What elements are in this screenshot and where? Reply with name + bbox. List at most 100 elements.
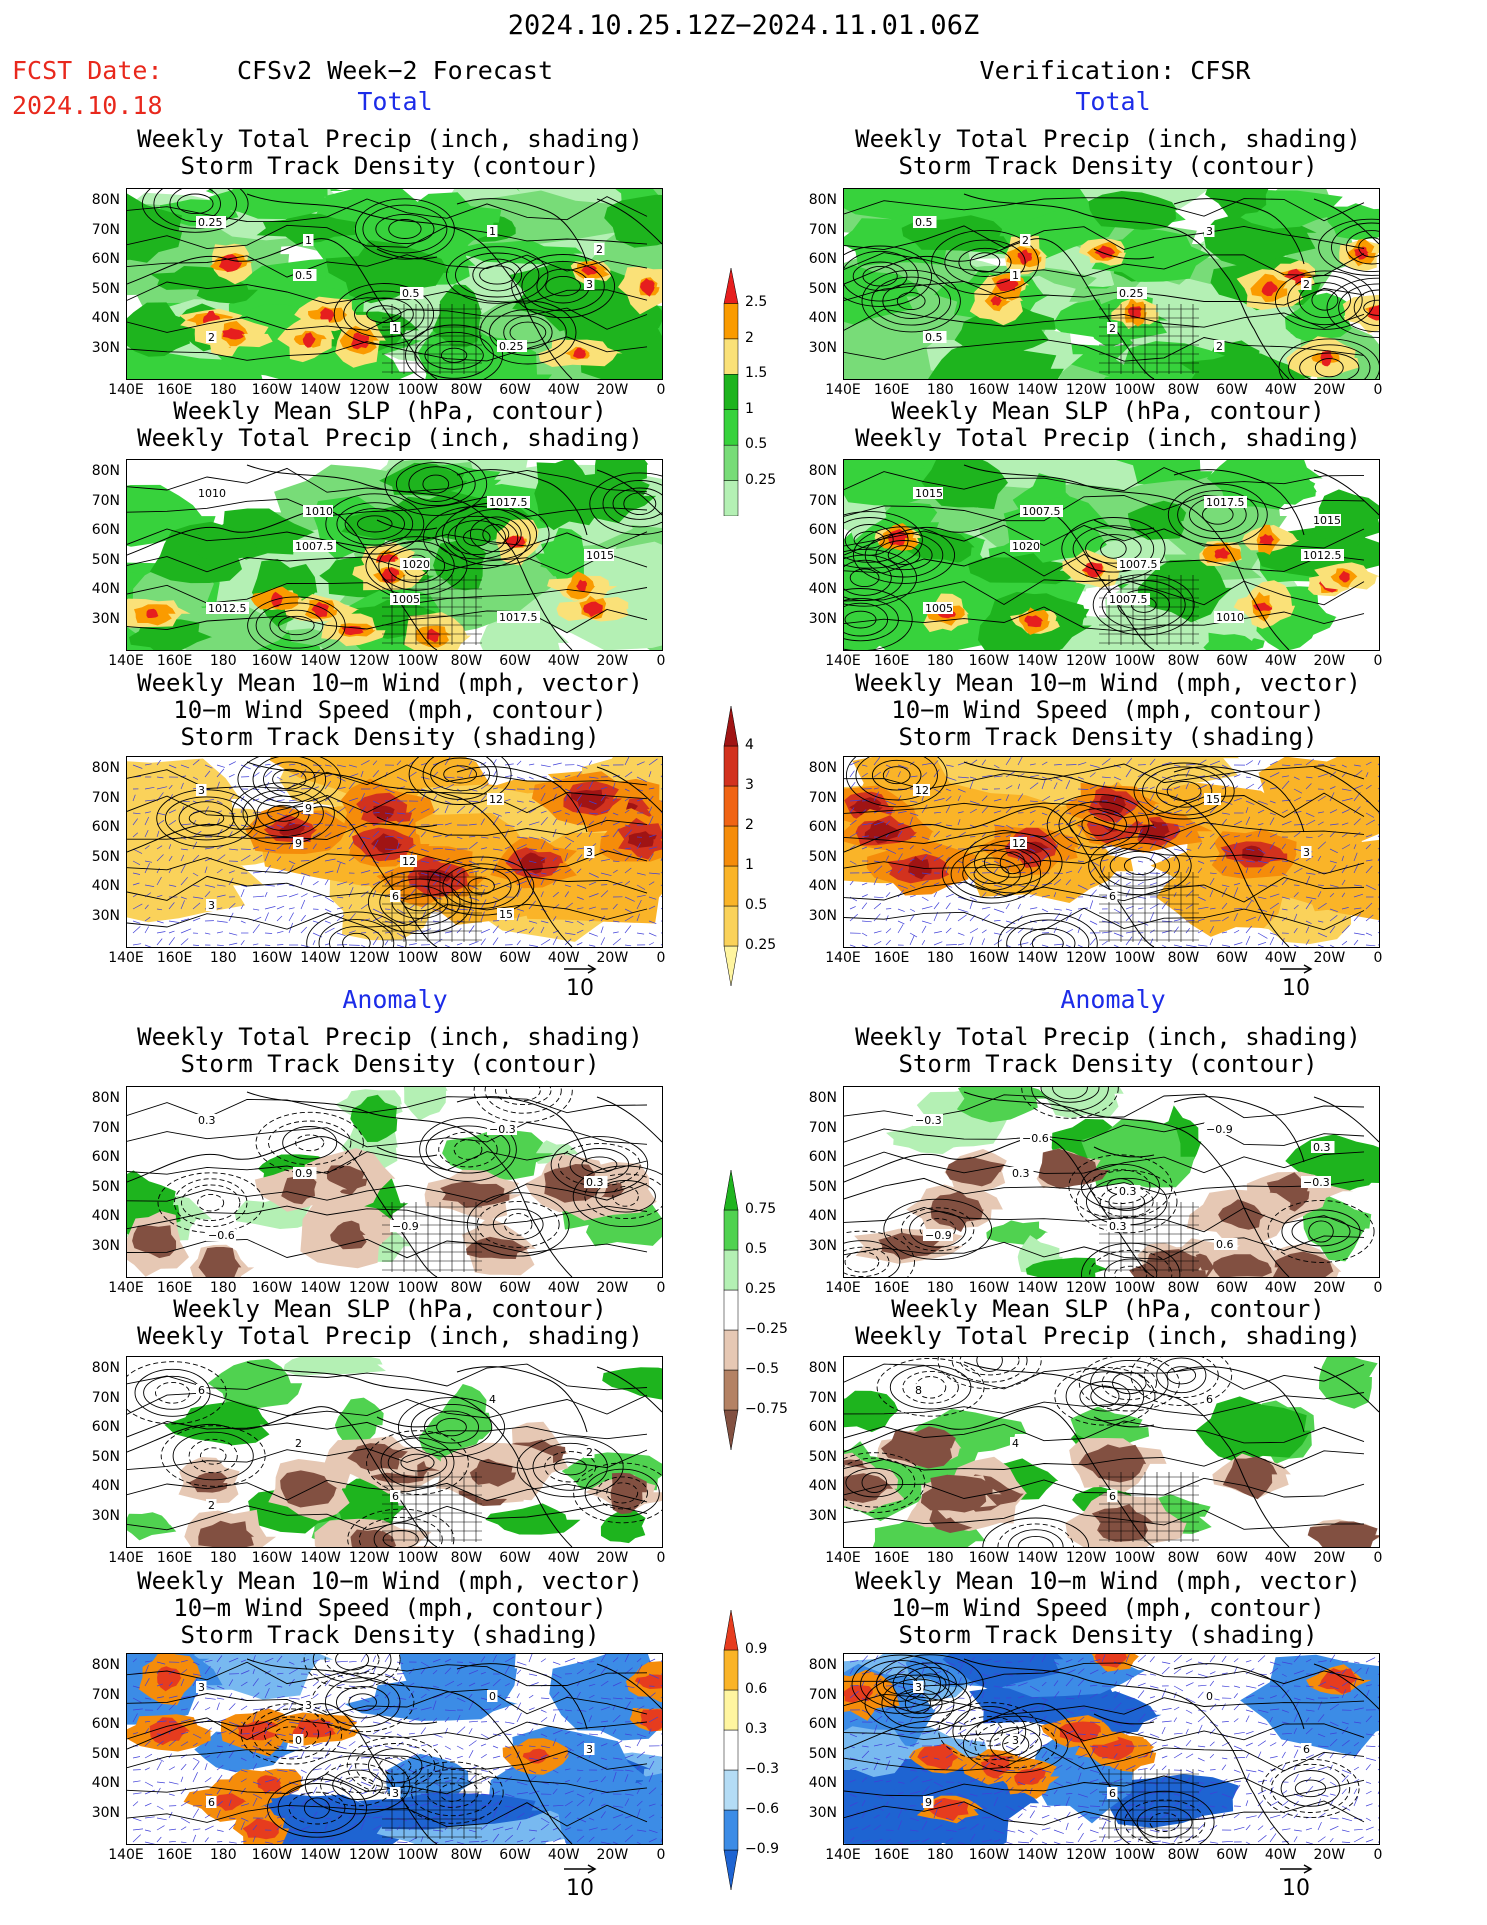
lon-label: 100W: [397, 1280, 439, 1296]
lon-label: 80W: [450, 653, 483, 669]
lon-label: 120W: [348, 1847, 390, 1863]
contour-label: 1017.5: [1206, 496, 1245, 509]
lon-label: 140E: [825, 1550, 861, 1566]
contour-label-bg: [913, 1384, 924, 1396]
contour-label-bg: [303, 1699, 314, 1711]
contour-label: 0.9: [295, 1167, 313, 1180]
map-panel: 3 0 3 0 3 6 3: [126, 1653, 663, 1845]
lon-label: 160E: [873, 1847, 910, 1863]
contour-label: 1020: [402, 558, 430, 571]
lon-label: 60W: [1216, 1280, 1248, 1296]
panel-title-line: Storm Track Density (contour): [898, 152, 1318, 180]
panel-title-line: Weekly Mean 10−m Wind (mph, vector): [855, 1567, 1361, 1595]
lon-label: 40W: [1264, 950, 1297, 966]
lon-label: 160E: [156, 950, 193, 966]
lat-label: 80N: [91, 1360, 120, 1376]
contour-label: 1: [392, 322, 399, 335]
lon-label: 180: [209, 1550, 237, 1566]
lon-label: 60W: [499, 382, 531, 398]
colorbar-segment: [723, 1809, 739, 1851]
colorbar-segment: [723, 905, 739, 947]
lon-label: 160E: [873, 653, 910, 669]
map-plot: 0.3 0.9 −0.9 −0.3 0.3 −0.6: [127, 1087, 662, 1277]
colorbar-label: 3: [745, 777, 754, 793]
lat-label: 80N: [808, 1360, 837, 1376]
lat-label: 80N: [91, 1090, 120, 1106]
contour-label: 0: [295, 1734, 302, 1747]
contour-label-bg: [913, 487, 943, 499]
contour-label: 0.5: [915, 216, 933, 229]
contour-label: 1007.5: [295, 540, 334, 553]
colorbar-label: −0.9: [745, 1841, 779, 1857]
lon-label: 20W: [1313, 653, 1346, 669]
colorbar-label: −0.3: [745, 1761, 779, 1777]
contour-label: 1010: [198, 487, 226, 500]
lon-label: 60W: [499, 653, 531, 669]
contour-label-bg: [1311, 1141, 1335, 1153]
lon-label: 100W: [397, 950, 439, 966]
lon-label: 40W: [1264, 1847, 1297, 1863]
panel-title-line: Storm Track Density (contour): [180, 1050, 600, 1078]
contour-label-bg: [1204, 496, 1247, 508]
contour-label-bg: [584, 1743, 595, 1755]
contour-label-bg: [390, 1220, 420, 1232]
lat-label: 50N: [91, 1178, 120, 1195]
contour-label-bg: [400, 855, 417, 867]
contour-label-bg: [303, 802, 314, 814]
contour-label: 6: [1206, 1393, 1213, 1406]
contour-label: 3: [208, 899, 215, 912]
lon-label: 0: [1373, 653, 1383, 669]
lon-label: 100W: [1114, 950, 1156, 966]
lon-label: 140E: [825, 950, 861, 966]
contour-label: −0.9: [392, 1220, 419, 1233]
lat-label: 30N: [808, 339, 837, 356]
lon-label: 160W: [968, 1550, 1010, 1566]
contour-label: 2: [586, 1446, 593, 1459]
lon-label: 180: [926, 382, 954, 398]
colorbar-segment: [723, 1209, 739, 1251]
contour-label: 0: [489, 1690, 496, 1703]
lon-label: 80W: [450, 382, 483, 398]
contour-label: 8: [915, 1384, 922, 1397]
contour-label-bg: [196, 1114, 220, 1126]
contour-label-bg: [1204, 1123, 1234, 1135]
lat-label: 80N: [808, 760, 837, 776]
contour-label-bg: [1010, 1167, 1034, 1179]
contour-label-bg: [303, 234, 314, 246]
lat-label: 60N: [91, 819, 120, 835]
contour-label-bg: [196, 487, 226, 499]
contour-label-bg: [923, 331, 947, 343]
lat-label: 80N: [91, 463, 120, 479]
colorbar-segment: [723, 865, 739, 907]
lon-label: 180: [926, 950, 954, 966]
contour-label-bg: [390, 1490, 401, 1502]
lat-label: 80N: [91, 192, 120, 208]
lon-label: 20W: [1313, 1847, 1346, 1863]
contour-label-bg: [584, 1446, 595, 1458]
lon-label: 20W: [1313, 382, 1346, 398]
colorbar-segment: [723, 745, 739, 787]
colorbar-label: −0.6: [745, 1801, 779, 1817]
contour-label: 1015: [915, 487, 943, 500]
map-plot: 3 3 6 0 6 9: [844, 1654, 1379, 1844]
map-plot: 1015 1020 1007.5 1017.5 1012.5 1005 1007.5 1007…: [844, 460, 1379, 650]
contour-label-bg: [1301, 1176, 1331, 1188]
lon-label: 100W: [1114, 382, 1156, 398]
lon-label: 20W: [596, 1280, 629, 1296]
panel-title-line: Weekly Total Precip (inch, shading): [855, 125, 1361, 153]
contour-label-bg: [487, 225, 498, 237]
lat-label: 70N: [91, 1119, 120, 1136]
contour-label-bg: [206, 899, 217, 911]
lon-label: 0: [1373, 950, 1383, 966]
map-plot: −0.3 0.3 0.3 −0.9 −0.3 −0.9 −0.6 0.3 0.6 0.3: [844, 1087, 1379, 1277]
lon-label: 80W: [450, 1847, 483, 1863]
contour-label-bg: [1020, 505, 1063, 517]
contour-label: 3: [1012, 1734, 1019, 1747]
contour-label: 6: [1109, 890, 1116, 903]
panel-title-line: Weekly Mean SLP (hPa, contour): [891, 1295, 1325, 1323]
contour-label-bg: [1214, 340, 1225, 352]
contour-label: 3: [198, 1681, 205, 1694]
map-plot: 3 9 6 12 3 3 9 12 15: [127, 757, 662, 947]
panel-title-line: Weekly Total Precip (inch, shading): [137, 125, 643, 153]
lat-label: 40N: [808, 878, 837, 894]
